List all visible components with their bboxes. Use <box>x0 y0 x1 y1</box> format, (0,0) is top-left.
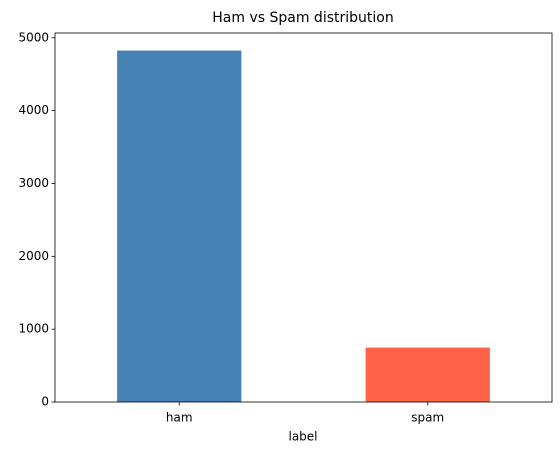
x-axis-label: label <box>288 430 317 444</box>
plot-frame <box>54 32 553 403</box>
x-tick-label: spam <box>411 411 444 425</box>
x-tick-label: ham <box>166 411 193 425</box>
y-tick-label: 2000 <box>18 249 49 263</box>
y-tick-label: 0 <box>41 395 49 409</box>
y-tick-label: 3000 <box>18 176 49 190</box>
chart-title: Ham vs Spam distribution <box>212 10 393 26</box>
bar <box>365 347 490 402</box>
y-tick-label: 5000 <box>18 30 49 44</box>
y-tick-label: 4000 <box>18 103 49 117</box>
y-tick-label: 1000 <box>18 322 49 336</box>
bar <box>117 50 242 403</box>
